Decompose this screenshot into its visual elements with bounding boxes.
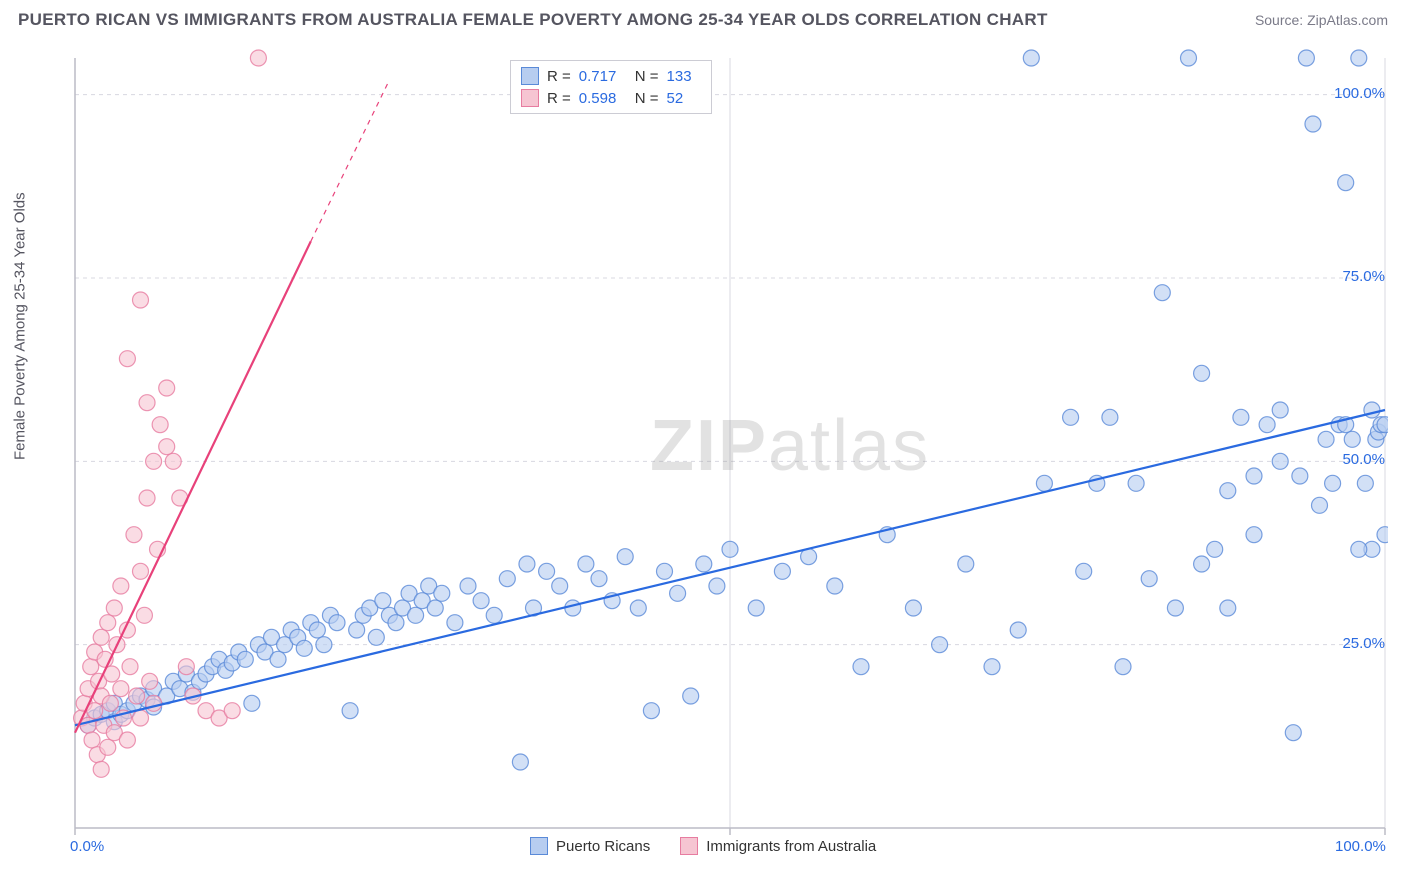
y-tick-label: 50.0%: [1325, 451, 1385, 468]
r-value: 0.717: [579, 68, 627, 85]
legend-item: Immigrants from Australia: [680, 837, 876, 855]
n-label: N =: [635, 90, 659, 107]
series-legend: Puerto Ricans Immigrants from Australia: [530, 837, 876, 855]
x-tick-label: 0.0%: [70, 838, 104, 855]
y-tick-label: 100.0%: [1325, 85, 1385, 102]
legend-item: Puerto Ricans: [530, 837, 650, 855]
y-axis-label: Female Poverty Among 25-34 Year Olds: [12, 192, 29, 460]
legend-stat-row: R = 0.717 N = 133: [521, 65, 701, 87]
y-tick-label: 75.0%: [1325, 268, 1385, 285]
n-label: N =: [635, 68, 659, 85]
source-label: Source: ZipAtlas.com: [1255, 12, 1388, 28]
correlation-legend: R = 0.717 N = 133 R = 0.598 N = 52: [510, 60, 712, 114]
legend-swatch: [530, 837, 548, 855]
chart-title: PUERTO RICAN VS IMMIGRANTS FROM AUSTRALI…: [18, 10, 1048, 30]
n-value: 133: [667, 68, 701, 85]
n-value: 52: [667, 90, 701, 107]
legend-label: Puerto Ricans: [556, 838, 650, 855]
legend-stat-row: R = 0.598 N = 52: [521, 87, 701, 109]
legend-label: Immigrants from Australia: [706, 838, 876, 855]
r-label: R =: [547, 90, 571, 107]
x-tick-label: 100.0%: [1335, 838, 1386, 855]
legend-swatch: [680, 837, 698, 855]
legend-swatch: [521, 67, 539, 85]
legend-swatch: [521, 89, 539, 107]
y-tick-label: 25.0%: [1325, 635, 1385, 652]
r-value: 0.598: [579, 90, 627, 107]
chart-area: ZIPatlas R =0.717N =133R =0.598N =52 Pue…: [50, 45, 1388, 840]
r-label: R =: [547, 68, 571, 85]
